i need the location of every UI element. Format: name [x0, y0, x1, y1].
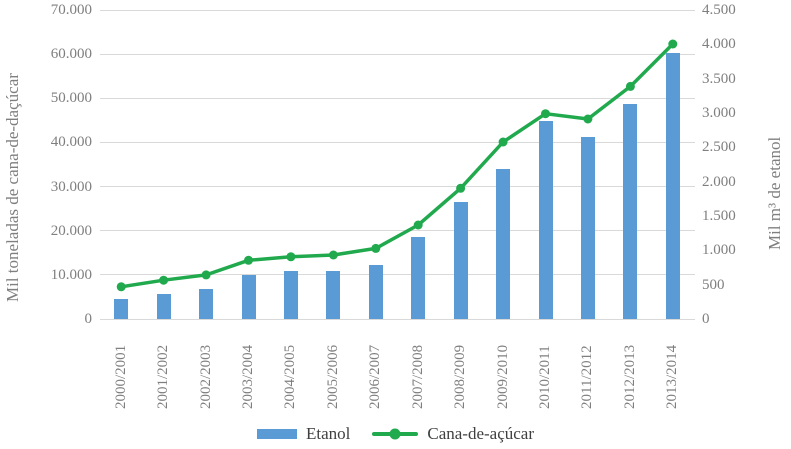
gridline [100, 97, 695, 99]
legend-label-cana-de-acucar: Cana-de-açúcar [427, 424, 535, 443]
bar-2000/2001 [114, 299, 129, 319]
bar-2006/2007 [368, 264, 383, 319]
x-axis-tick-label: 2001/2002 [155, 344, 172, 409]
right-axis-tick-label: 3.500 [702, 70, 736, 87]
left-axis-tick-label: 0 [84, 311, 93, 327]
x-axis-tick-label: 2002/2003 [197, 344, 214, 409]
gridline [100, 230, 695, 232]
x-axis-tick-label: 2007/2008 [409, 344, 426, 409]
right-axis-tick-label: 500 [702, 276, 725, 293]
left-axis-tick-label: 70.000 [50, 2, 92, 18]
x-axis-tick-label: 2009/2010 [494, 344, 511, 409]
legend-label-etanol: Etanol [305, 424, 351, 443]
legend-item-cana-de-acucar: Cana-de-açúcar [372, 424, 534, 444]
line-marker-2005/2006 [328, 250, 338, 260]
line-marker-2004/2005 [286, 252, 296, 262]
left-axis-tick-label: 60.000 [50, 46, 92, 63]
line-marker-2001/2002 [159, 275, 169, 285]
x-axis-line [100, 318, 695, 320]
line-marker-2006/2007 [371, 243, 381, 253]
bar-2012/2013 [623, 104, 638, 319]
line-marker-2003/2004 [244, 255, 253, 265]
cana-line-dot-icon [389, 428, 401, 440]
x-axis-tick-label: 2008/2009 [452, 344, 469, 409]
right-axis-title: Mil m³ de etanol [765, 136, 784, 250]
gridline [100, 53, 695, 55]
left-axis-title: Mil toneladas de cana-de-daçúcar [3, 73, 22, 302]
bar-2003/2004 [241, 275, 256, 319]
line-marker-2007/2008 [413, 220, 423, 230]
x-axis-tick-label: 2000/2001 [112, 344, 129, 409]
bar-2001/2002 [156, 293, 171, 319]
right-axis-tick-label: 1.000 [702, 242, 736, 259]
line-marker-2011/2012 [583, 114, 593, 124]
x-axis-tick-label: 2004/2005 [282, 344, 299, 409]
line-marker-2013/2014 [668, 39, 678, 49]
gridline [100, 9, 695, 11]
etanol-bar-swatch-icon [256, 429, 297, 439]
x-axis-tick-label: 2010/2011 [537, 345, 553, 409]
bar-2009/2010 [496, 169, 511, 319]
bar-2013/2014 [665, 53, 680, 319]
right-axis-tick-label: 0 [702, 311, 710, 327]
x-axis-tick-label: 2006/2007 [367, 344, 384, 409]
legend: Etanol Cana-de-açúcar [0, 422, 791, 446]
gridline [100, 141, 695, 143]
left-axis-tick-label: 30.000 [50, 178, 92, 195]
bar-2002/2003 [199, 288, 214, 319]
bar-2007/2008 [411, 237, 426, 319]
line-marker-2000/2001 [116, 282, 126, 292]
left-axis-tick-label: 20.000 [50, 222, 92, 239]
x-axis-tick-label: 2003/2004 [240, 344, 256, 409]
right-axis-tick-label: 3.000 [702, 105, 736, 121]
line-marker-2012/2013 [625, 81, 635, 91]
right-axis-tick-label: 2.000 [702, 173, 736, 190]
left-axis-tick-label: 40.000 [50, 134, 92, 151]
right-axis-tick-label: 1.500 [702, 208, 736, 224]
x-axis-tick-label: 2011/2012 [579, 345, 596, 409]
gridline [100, 186, 695, 188]
right-axis-tick-label: 4.000 [702, 36, 736, 53]
bar-2008/2009 [453, 202, 468, 319]
bar-2005/2006 [326, 270, 341, 319]
line-marker-2010/2011 [541, 109, 550, 119]
bar-2004/2005 [283, 270, 298, 319]
gridline [100, 274, 695, 276]
cana-line-swatch-icon [372, 428, 419, 440]
x-axis-tick-label: 2013/2014 [664, 344, 681, 409]
x-axis-tick-label: 2012/2013 [621, 344, 638, 409]
left-axis-tick-label: 10.000 [50, 266, 92, 283]
right-axis-tick-label: 4.500 [702, 2, 736, 18]
x-axis-tick-label: 2005/2006 [324, 344, 341, 409]
bar-2011/2012 [580, 137, 595, 319]
bar-2010/2011 [538, 120, 553, 319]
legend-item-etanol: Etanol [256, 424, 351, 444]
left-axis-tick-label: 50.000 [50, 90, 92, 107]
right-axis-tick-label: 2.500 [702, 139, 736, 156]
